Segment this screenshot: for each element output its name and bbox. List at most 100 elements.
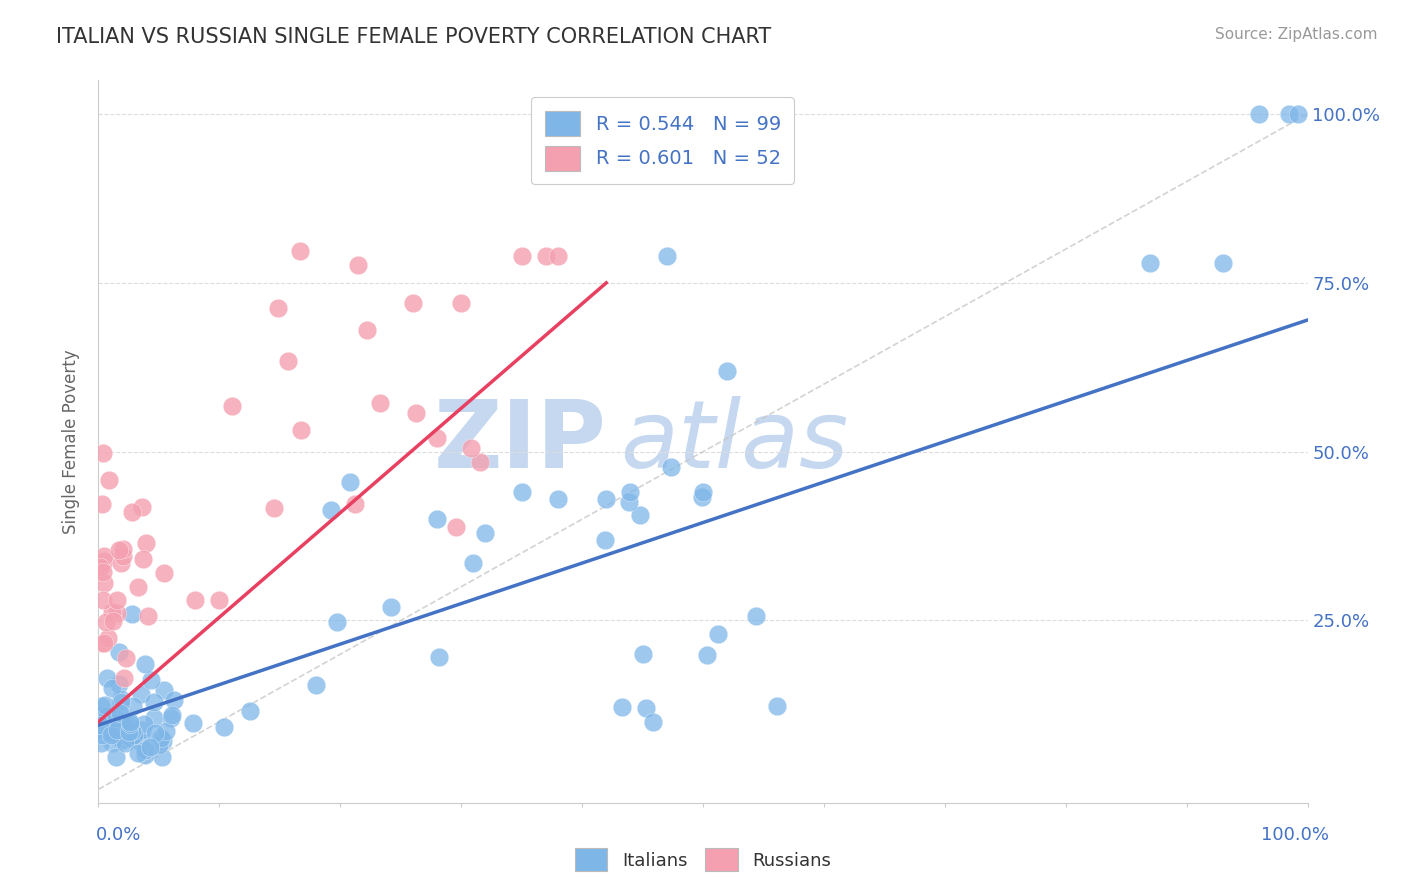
Text: 0.0%: 0.0% [96,826,141,844]
Point [90,698,112,713]
Point [90,497,112,511]
Point [370,396,392,410]
Point [93,635,115,649]
Point [346,258,368,272]
Point [628,508,651,522]
Point [461,556,484,570]
Point [105,593,128,607]
Point [143,711,166,725]
Point [547,249,569,263]
Point [96,709,118,723]
Point [127,746,149,760]
Point [114,736,136,750]
Point [619,485,641,500]
Point [765,698,787,713]
Point [690,490,713,504]
Point [145,725,167,739]
Legend: R = 0.544   N = 99, R = 0.601   N = 52: R = 0.544 N = 99, R = 0.601 N = 52 [531,97,794,184]
Point [212,721,235,735]
Point [105,750,128,764]
Point [131,723,153,737]
Point [426,431,449,445]
Point [1139,255,1161,269]
Point [692,485,714,500]
Point [643,714,665,729]
Point [111,733,134,747]
Point [184,593,207,607]
Point [534,249,557,263]
Point [510,249,533,263]
Point [110,718,132,732]
Point [105,730,128,744]
Point [108,645,131,659]
Point [120,714,142,729]
Point [595,533,617,547]
Point [135,536,157,550]
Point [134,748,156,763]
Point [98,473,121,487]
Point [134,743,156,757]
Point [108,677,131,691]
Point [97,631,120,645]
Point [93,575,115,590]
Point [90,708,112,723]
Point [110,556,132,570]
Point [617,495,640,509]
Point [100,728,122,742]
Point [221,400,243,414]
Point [132,552,155,566]
Point [110,722,132,736]
Point [93,554,115,568]
Point [148,738,170,752]
Point [91,566,114,580]
Point [131,735,153,749]
Point [121,505,143,519]
Point [446,520,468,534]
Point [152,734,174,748]
Point [208,593,231,607]
Point [380,599,402,614]
Point [634,700,657,714]
Point [110,695,132,709]
Point [1249,107,1271,121]
Point [305,678,328,692]
Point [132,717,155,731]
Point [405,407,427,421]
Point [96,671,118,685]
Point [288,244,311,259]
Point [134,657,156,672]
Point [1278,107,1301,121]
Point [112,549,135,563]
Point [716,364,738,378]
Point [89,560,111,574]
Point [112,541,135,556]
Point [101,725,124,739]
Point [107,606,129,620]
Point [356,323,378,337]
Point [91,445,114,459]
Point [108,707,131,722]
Point [112,723,135,737]
Point [460,442,482,456]
Point [120,731,142,745]
Point [427,649,450,664]
Point [468,455,491,469]
Point [659,460,682,475]
Text: Source: ZipAtlas.com: Source: ZipAtlas.com [1215,27,1378,42]
Point [122,727,145,741]
Point [277,354,299,368]
Point [101,736,124,750]
Point [426,512,449,526]
Point [93,698,115,712]
Point [108,543,131,558]
Point [510,485,533,500]
Text: ZIP: ZIP [433,395,606,488]
Point [181,715,204,730]
Point [90,736,112,750]
Point [122,728,145,742]
Point [696,648,718,662]
Text: ITALIAN VS RUSSIAN SINGLE FEMALE POVERTY CORRELATION CHART: ITALIAN VS RUSSIAN SINGLE FEMALE POVERTY… [56,27,772,46]
Point [153,566,176,581]
Point [321,503,343,517]
Point [239,704,262,718]
